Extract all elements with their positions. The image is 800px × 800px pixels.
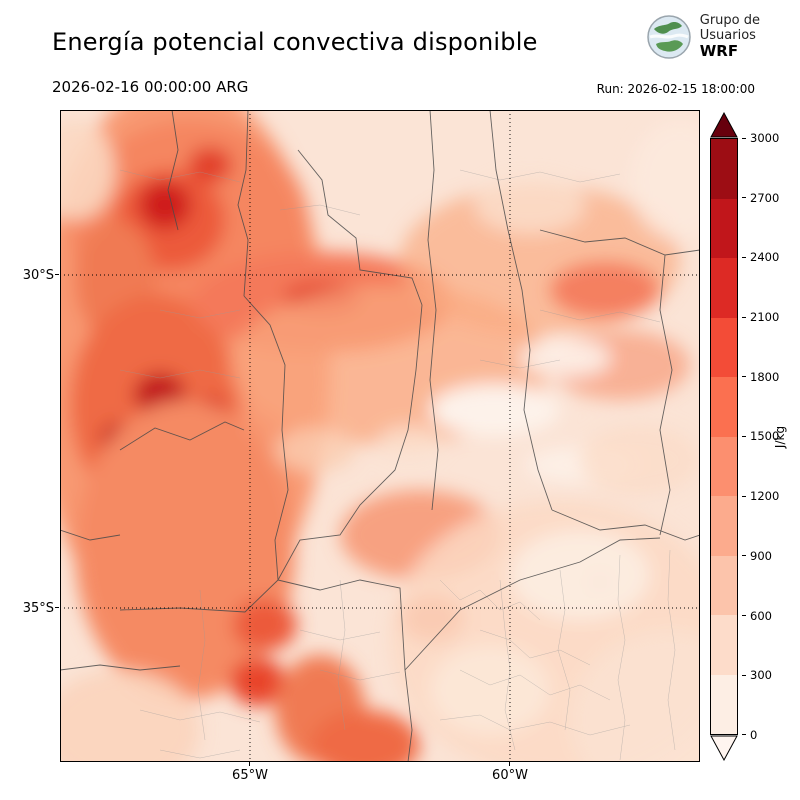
lon-tick-65w: 65°W [232, 768, 268, 783]
logo-text: Grupo de Usuarios WRF [699, 13, 760, 61]
wrf-users-group-logo: Grupo de Usuarios WRF [646, 13, 760, 61]
colorbar-cells [710, 138, 738, 735]
colorbar-ticks: 3000 2700 2400 2100 1800 1500 1200 900 600 300 0 [750, 131, 780, 742]
valid-time-label: 2026-02-16 00:00:00 ARG [52, 78, 249, 96]
lon-tick-mark-60w [509, 762, 510, 766]
colorbar-over-arrow [710, 112, 738, 138]
colorbar-cell [711, 258, 737, 318]
lat-tick-35s: 35°S [22, 601, 54, 616]
colorbar: 3000 2700 2400 2100 1800 1500 1200 900 600 300 0 [710, 112, 779, 761]
cape-field-shading [60, 110, 700, 762]
logo-line2: Usuarios [699, 27, 756, 43]
colorbar-under-arrow [710, 735, 738, 761]
colorbar-cell [711, 317, 737, 377]
page-title: Energía potencial convectiva disponible [52, 28, 538, 56]
map-frame [60, 110, 700, 762]
graticule-gridlines [60, 110, 700, 762]
colorbar-cell [711, 496, 737, 556]
department-boundaries [119, 169, 676, 761]
lat-tick-30s: 30°S [22, 268, 54, 283]
colorbar-cell [711, 436, 737, 496]
logo-acronym: WRF [699, 42, 739, 61]
colorbar-cell [711, 555, 737, 615]
province-boundaries [60, 110, 700, 762]
model-run-label: Run: 2026-02-15 18:00:00 [596, 82, 755, 96]
lon-tick-60w: 60°W [492, 768, 528, 783]
cape-map-figure [60, 110, 700, 762]
colorbar-under-arrow-icon [710, 735, 738, 761]
map-area [60, 110, 700, 762]
colorbar-unit-label: J/kg [773, 425, 787, 449]
lat-tick-mark-35s [55, 607, 59, 608]
colorbar-cell [711, 377, 737, 437]
lon-tick-mark-65w [249, 762, 250, 766]
colorbar-cell [711, 615, 737, 675]
colorbar-cell [711, 198, 737, 258]
logo-line1: Grupo de [699, 13, 760, 29]
colorbar-over-arrow-icon [710, 112, 738, 138]
colorbar-cell [711, 139, 737, 199]
lat-tick-mark-30s [55, 274, 59, 275]
colorbar-cell [711, 674, 737, 734]
globe-icon [647, 15, 691, 59]
